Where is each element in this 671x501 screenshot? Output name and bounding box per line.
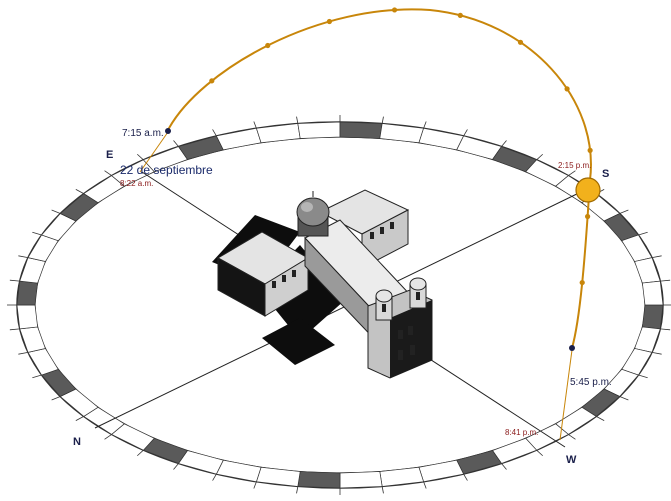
ring-segment [634, 326, 661, 353]
ring-tick [568, 170, 576, 176]
direction-east: E [106, 149, 113, 161]
ring-tick [463, 129, 468, 137]
sunset-point [569, 345, 575, 351]
ring-tick [381, 486, 384, 494]
hour-mark [265, 42, 271, 49]
hour-mark [579, 279, 585, 286]
dome [296, 197, 330, 227]
hour-mark [585, 213, 591, 220]
sun-path-arc [167, 8, 592, 349]
ring-tick [51, 209, 61, 214]
ring-tick [212, 129, 217, 137]
ring-segment [339, 121, 383, 139]
midday-time-label: 2:15 p.m. [558, 161, 591, 170]
ring-segment [215, 459, 262, 483]
direction-west: W [566, 454, 577, 466]
ring-segment [16, 280, 38, 306]
ring-segment [418, 127, 465, 151]
ring-tick [651, 255, 662, 259]
cathedral-building [216, 189, 433, 379]
ring-tick [75, 416, 84, 422]
ring-tick [212, 473, 217, 481]
ring-segments [16, 121, 664, 489]
ring-tick [638, 231, 648, 236]
ring-ticks [7, 115, 671, 495]
ring-tick [501, 140, 507, 147]
hour-mark [564, 86, 570, 92]
ring-tick [9, 279, 20, 282]
ring-segment [215, 127, 262, 151]
morning-time-label: 8:22 a.m. [120, 179, 153, 188]
ring-tick [18, 255, 29, 259]
ring-tick [296, 486, 299, 494]
direction-north: N [73, 436, 81, 448]
ring-tick [423, 121, 427, 129]
direction-south: S [602, 168, 609, 180]
ring-tick [638, 374, 648, 379]
ring-tick [423, 481, 427, 489]
ring-tick [32, 374, 42, 379]
sun-icon [575, 177, 601, 203]
ring-tick [173, 463, 179, 470]
date-label: 22 de septiembre [120, 163, 213, 177]
hour-mark [517, 39, 524, 45]
hour-mark [457, 12, 463, 18]
ring-tick [660, 279, 671, 282]
hour-mark [391, 7, 398, 13]
ring-tick [253, 121, 257, 129]
sunrise-ray [139, 131, 169, 173]
ring-segment [339, 471, 383, 489]
ring-tick [104, 170, 112, 176]
ring-tick [253, 481, 257, 489]
ring-tick [501, 463, 507, 470]
ring-tick [137, 449, 144, 457]
ring-tick [651, 351, 662, 355]
ring-tick [137, 153, 144, 161]
ring-tick [596, 416, 605, 422]
ring-tick [536, 449, 543, 457]
sun-path [139, 7, 601, 441]
ring-segment [297, 121, 341, 139]
ring-segment [418, 459, 465, 483]
afternoon-time-label: 8:41 p.m. [505, 428, 538, 437]
ring-segment [19, 326, 46, 353]
ring-tick [104, 434, 112, 440]
sunrise-time-label: 7:15 a.m. [122, 128, 164, 139]
ring-segment [642, 280, 664, 306]
ring-tick [51, 396, 61, 401]
sunset-ray [559, 349, 573, 441]
ring-segment [16, 304, 38, 330]
compass-ring [7, 115, 671, 495]
hour-mark [587, 147, 593, 153]
ring-tick [32, 231, 42, 236]
ring-tick [568, 434, 576, 440]
ring-segment [19, 257, 46, 284]
ring-segment [379, 123, 425, 144]
sunset-time-label: 5:45 p.m. [570, 377, 612, 388]
ring-segment [255, 123, 301, 144]
ring-tick [619, 396, 629, 401]
ring-tick [296, 116, 299, 124]
ring-tick [381, 116, 384, 124]
ring-tick [75, 188, 84, 194]
ring-segment [379, 466, 425, 487]
hour-marks [209, 7, 593, 286]
ring-segment [255, 466, 301, 487]
ring-tick [9, 328, 20, 331]
hour-mark [209, 78, 215, 84]
ring-tick [463, 473, 468, 481]
ring-tick [18, 351, 29, 355]
ring-tick [536, 153, 543, 161]
sunrise-point [165, 128, 171, 134]
ring-segment [297, 471, 341, 489]
hour-mark [326, 18, 333, 25]
ring-segment [642, 304, 664, 330]
ring-tick [619, 209, 629, 214]
ring-tick [173, 140, 179, 147]
left-arm-side [264, 257, 309, 317]
ring-segment [634, 257, 661, 284]
ring-tick [660, 328, 671, 331]
north-south-axis [94, 189, 586, 429]
